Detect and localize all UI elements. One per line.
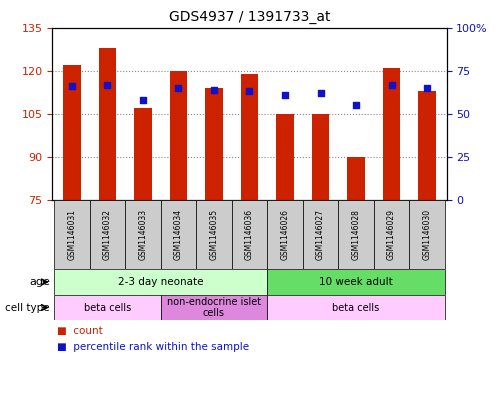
Text: non-endocrine islet
cells: non-endocrine islet cells [167,297,261,318]
Title: GDS4937 / 1391733_at: GDS4937 / 1391733_at [169,10,330,24]
Text: 2-3 day neonate: 2-3 day neonate [118,277,204,287]
Bar [347,157,365,200]
Text: GSM1146031: GSM1146031 [67,209,76,260]
Bar [338,200,374,269]
Point [139,97,147,103]
Point [352,102,360,108]
Point [246,88,253,95]
Text: GSM1146027: GSM1146027 [316,209,325,260]
Text: GSM1146030: GSM1146030 [423,209,432,261]
Text: GSM1146032: GSM1146032 [103,209,112,260]
Bar [418,91,436,200]
Point [316,90,324,96]
Bar [383,68,400,200]
Text: 10 week adult: 10 week adult [319,277,393,287]
Text: GSM1146034: GSM1146034 [174,209,183,261]
Point [68,83,76,90]
Text: GSM1146028: GSM1146028 [351,209,361,260]
Bar [267,295,445,320]
Bar [161,200,196,269]
Bar [409,200,445,269]
Point [103,81,111,88]
Bar [54,295,161,320]
Text: ■  count: ■ count [57,326,103,336]
Bar [267,269,445,295]
Text: beta cells: beta cells [84,303,131,312]
Bar [276,114,294,200]
Bar [232,200,267,269]
Bar [196,200,232,269]
Bar [99,48,116,200]
Bar [54,269,267,295]
Point [388,81,396,88]
Bar [134,108,152,200]
Text: GSM1146033: GSM1146033 [138,209,148,261]
Point [281,92,289,98]
Text: GSM1146035: GSM1146035 [210,209,219,261]
Bar [63,65,81,200]
Bar [267,200,303,269]
Bar [170,71,187,200]
Text: ■  percentile rank within the sample: ■ percentile rank within the sample [57,342,250,352]
Bar [205,88,223,200]
Text: beta cells: beta cells [332,303,380,312]
Text: GSM1146026: GSM1146026 [280,209,289,260]
Bar [241,73,258,200]
Bar [54,200,90,269]
Bar [90,200,125,269]
Point [175,85,183,91]
Bar [161,295,267,320]
Bar [125,200,161,269]
Point [210,86,218,93]
Text: cell type: cell type [5,303,50,312]
Bar [303,200,338,269]
Bar [312,114,329,200]
Point [423,85,431,91]
Text: GSM1146029: GSM1146029 [387,209,396,260]
Text: GSM1146036: GSM1146036 [245,209,254,261]
Bar [374,200,409,269]
Text: age: age [29,277,50,287]
